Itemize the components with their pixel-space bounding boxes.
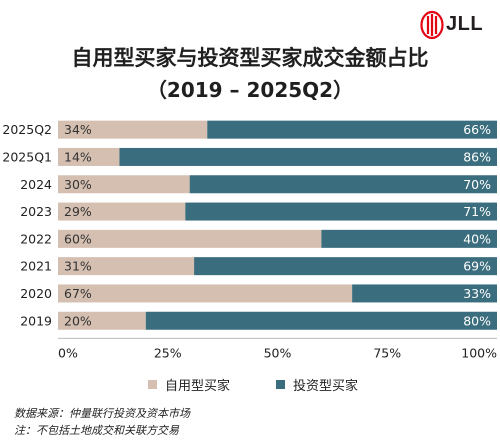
chart-subtitle: （2019 – 2025Q2） bbox=[146, 78, 354, 102]
bar-investor bbox=[189, 175, 497, 194]
category-label: 2022 bbox=[20, 231, 52, 246]
data-label-investor: 70% bbox=[463, 177, 491, 192]
data-label-owner: 34% bbox=[64, 122, 92, 137]
category-label: 2023 bbox=[20, 204, 52, 219]
bar-investor bbox=[145, 311, 498, 330]
bar-owner bbox=[58, 120, 208, 139]
legend-label-owner: 自用型买家 bbox=[165, 379, 231, 394]
x-tick-label: 75% bbox=[373, 345, 401, 360]
bar-owner bbox=[58, 147, 120, 166]
x-tick-label: 0% bbox=[58, 345, 78, 360]
legend-swatch-investor bbox=[276, 380, 285, 389]
bar-owner bbox=[58, 202, 186, 221]
bar-investor bbox=[207, 120, 497, 139]
legend-swatch-owner bbox=[148, 380, 157, 389]
category-label: 2020 bbox=[20, 286, 52, 301]
source-note: 数据来源：仲量联行投资及资本市场 bbox=[14, 407, 190, 420]
data-label-owner: 60% bbox=[64, 231, 92, 246]
bar-owner bbox=[58, 229, 322, 248]
category-label: 2025Q1 bbox=[2, 149, 52, 164]
bar-owner bbox=[58, 257, 195, 276]
category-label: 2019 bbox=[20, 313, 52, 328]
brand-name: JLL bbox=[446, 13, 484, 35]
data-label-investor: 86% bbox=[463, 149, 491, 164]
x-tick-label: 25% bbox=[154, 345, 182, 360]
x-tick-label: 50% bbox=[264, 345, 292, 360]
stacked-bar-chart: 2025Q2 34% 66% 2025Q1 14% 86% 2024 30% 70% 2023 29… bbox=[2, 120, 498, 360]
legend-item-investor: 投资型买家 bbox=[276, 375, 358, 394]
category-label: 2025Q2 bbox=[2, 122, 52, 137]
bar-investor bbox=[352, 284, 497, 303]
data-label-investor: 40% bbox=[463, 231, 491, 246]
footnote: 注：不包括土地成交和关联方交易 bbox=[14, 424, 179, 437]
data-label-investor: 33% bbox=[463, 286, 491, 301]
bar-investor bbox=[194, 257, 497, 276]
bar-investor bbox=[119, 147, 498, 166]
data-label-investor: 69% bbox=[463, 259, 491, 274]
bar-owner bbox=[58, 284, 353, 303]
data-label-owner: 31% bbox=[64, 259, 92, 274]
bar-investor bbox=[321, 229, 497, 248]
data-label-investor: 71% bbox=[463, 204, 491, 219]
data-label-owner: 67% bbox=[64, 286, 92, 301]
data-label-investor: 80% bbox=[463, 313, 491, 328]
bar-owner bbox=[58, 311, 146, 330]
legend-label-investor: 投资型买家 bbox=[293, 379, 359, 394]
chart-title: 自用型买家与投资型买家成交金额占比 bbox=[71, 46, 429, 70]
data-label-owner: 30% bbox=[64, 177, 92, 192]
data-label-investor: 66% bbox=[463, 122, 491, 137]
data-label-owner: 29% bbox=[64, 204, 92, 219]
data-label-owner: 14% bbox=[64, 149, 92, 164]
bar-owner bbox=[58, 175, 190, 194]
category-label: 2024 bbox=[20, 177, 52, 192]
jll-logo: JLL bbox=[416, 8, 496, 42]
jll-logo-icon bbox=[420, 10, 444, 40]
x-tick-label: 100% bbox=[461, 345, 497, 360]
bar-investor bbox=[185, 202, 497, 221]
category-label: 2021 bbox=[20, 259, 52, 274]
legend-item-owner: 自用型买家 bbox=[148, 375, 230, 394]
data-label-owner: 20% bbox=[64, 313, 92, 328]
legend: 自用型买家 投资型买家 bbox=[0, 375, 500, 395]
